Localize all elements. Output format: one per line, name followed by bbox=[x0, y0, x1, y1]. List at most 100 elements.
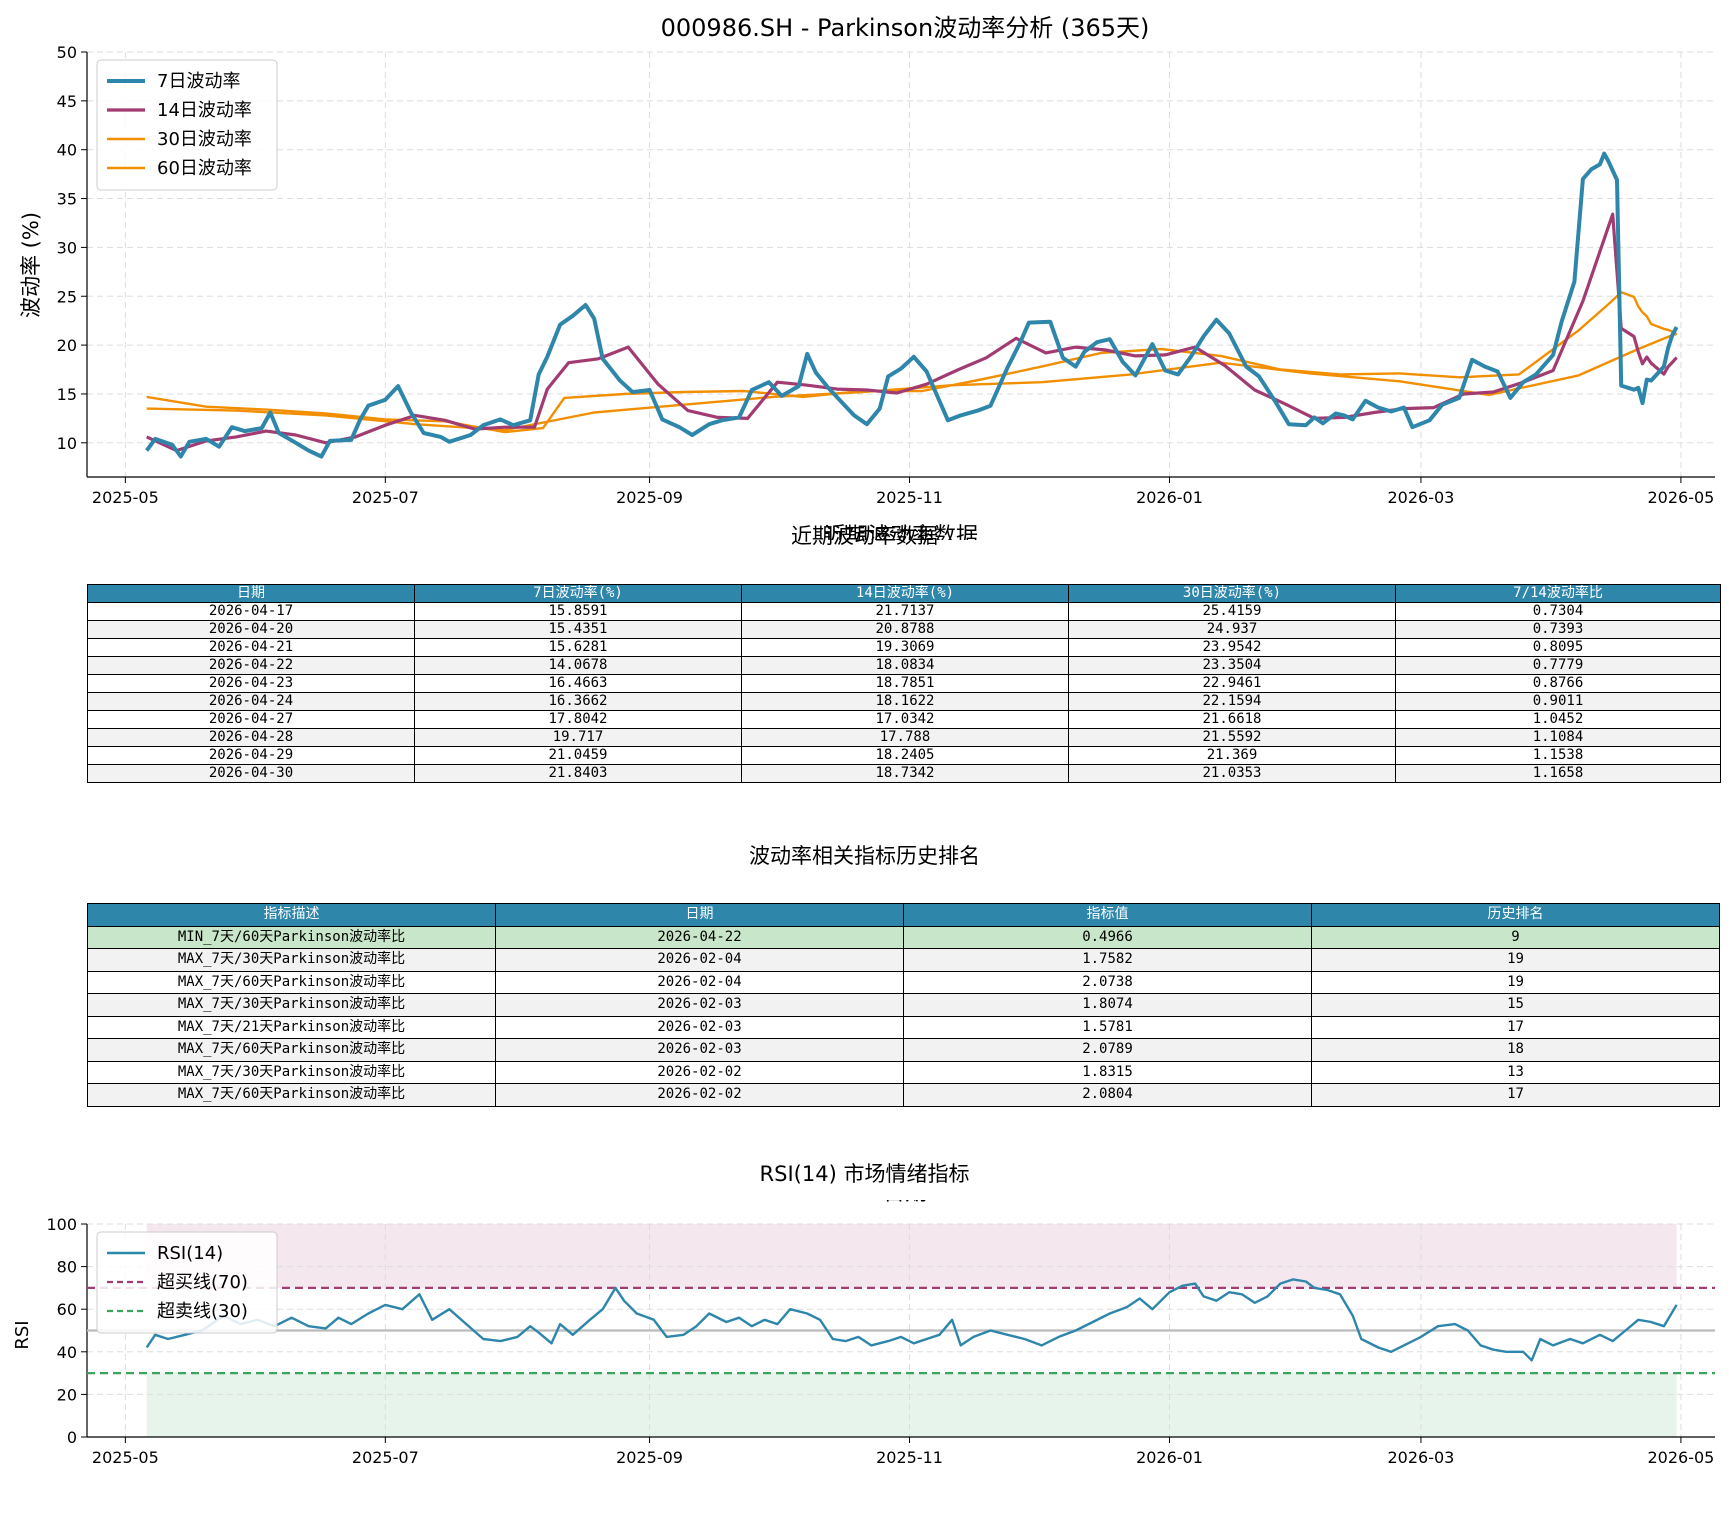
table-cell: 2026-04-30 bbox=[87, 764, 415, 783]
rsi-y-axis-label: RSI bbox=[12, 1320, 33, 1349]
table-cell: 19.3069 bbox=[741, 638, 1069, 657]
x-tick-label: 2025-11 bbox=[876, 488, 943, 507]
table-cell: 2026-04-17 bbox=[87, 602, 415, 621]
table-cell: 25.4159 bbox=[1068, 602, 1396, 621]
table-cell: 2026-04-29 bbox=[87, 746, 415, 765]
legend-label: 7日波动率 bbox=[157, 71, 240, 92]
table-row: 2026-04-21 15.6281 19.3069 23.9542 0.8095 bbox=[87, 638, 1721, 657]
volatility-x-axis-label: 近期波动率数据 bbox=[824, 524, 978, 540]
table-cell: 2026-04-22 bbox=[87, 656, 415, 675]
table-cell: 17.0342 bbox=[741, 710, 1069, 729]
table-cell: MAX_7天/30天Parkinson波动率比 bbox=[87, 948, 496, 972]
table-row: 2026-04-23 16.4663 18.7851 22.9461 0.8766 bbox=[87, 674, 1721, 693]
table-cell: 18.7851 bbox=[741, 674, 1069, 693]
table-cell: 2026-02-02 bbox=[495, 1060, 904, 1084]
y-tick-label: 100 bbox=[46, 1215, 77, 1234]
y-tick-label: 25 bbox=[57, 287, 77, 306]
column-header: 30日波动率(%) bbox=[1068, 584, 1396, 603]
table-cell: 21.8403 bbox=[414, 764, 742, 783]
table-cell: 18.2405 bbox=[741, 746, 1069, 765]
volatility-y-axis-label: 波动率 (%) bbox=[19, 212, 43, 318]
x-tick-label: 2025-09 bbox=[616, 488, 683, 507]
table-cell: 1.5781 bbox=[903, 1015, 1312, 1039]
y-tick-label: 50 bbox=[57, 43, 77, 62]
table-row: 2026-04-17 15.8591 21.7137 25.4159 0.7304 bbox=[87, 602, 1721, 621]
table-cell: 17 bbox=[1311, 1015, 1720, 1039]
column-header: 指标值 bbox=[903, 903, 1312, 927]
x-tick-label: 2026-03 bbox=[1388, 488, 1455, 507]
y-tick-label: 60 bbox=[57, 1300, 77, 1319]
table-cell: 22.1594 bbox=[1068, 692, 1396, 711]
legend-label: 超买线(70) bbox=[157, 1272, 248, 1293]
table-cell: 0.7304 bbox=[1395, 602, 1721, 621]
ranking-caption: 波动率相关指标历史排名 bbox=[749, 844, 980, 868]
table-cell: 24.937 bbox=[1068, 620, 1396, 639]
y-tick-label: 40 bbox=[57, 141, 77, 160]
table-cell: 0.4966 bbox=[903, 925, 1312, 949]
table-row: 2026-04-29 21.0459 18.2405 21.369 1.1538 bbox=[87, 746, 1721, 765]
table-cell: 2.0789 bbox=[903, 1038, 1312, 1062]
table-cell: 1.0452 bbox=[1395, 710, 1721, 729]
series-line-60d bbox=[146, 332, 1678, 432]
rsi-zones bbox=[146, 1224, 1677, 1437]
rsi-chart: 2025-05 2025-07 2025-09 2025-11 2026-01 2026-… bbox=[12, 1200, 1715, 1467]
column-header: 日期 bbox=[87, 584, 415, 603]
table-cell: MAX_7天/30天Parkinson波动率比 bbox=[87, 1060, 496, 1084]
table-cell: 2026-02-03 bbox=[495, 1038, 904, 1062]
table-row: MAX_7天/60天Parkinson波动率比 2026-02-02 2.0804 1… bbox=[87, 1083, 1720, 1107]
table-row: 2026-04-27 17.8042 17.0342 21.6618 1.0452 bbox=[87, 710, 1721, 729]
table-cell: 17 bbox=[1311, 1083, 1720, 1107]
table-cell: 22.9461 bbox=[1068, 674, 1396, 693]
y-tick-label: 20 bbox=[57, 336, 77, 355]
table-cell: 2026-02-03 bbox=[495, 1015, 904, 1039]
column-header: 历史排名 bbox=[1311, 903, 1720, 927]
table-cell: 23.9542 bbox=[1068, 638, 1396, 657]
table-cell: 21.7137 bbox=[741, 602, 1069, 621]
table-cell: 21.0459 bbox=[414, 746, 742, 765]
legend-label: RSI(14) bbox=[157, 1243, 223, 1264]
rsi-line bbox=[145, 1278, 1678, 1362]
table-cell: 18.7342 bbox=[741, 764, 1069, 783]
table-cell: 2026-04-28 bbox=[87, 728, 415, 747]
table-cell: 2026-04-24 bbox=[87, 692, 415, 711]
table-cell: 2026-02-04 bbox=[495, 948, 904, 972]
oversold-zone bbox=[146, 1373, 1677, 1437]
column-header: 7日波动率(%) bbox=[414, 584, 742, 603]
table-cell: 23.3504 bbox=[1068, 656, 1396, 675]
volatility-ranking-table: 指标描述 日期 指标值 历史排名 MIN_7天/60天Parkinson波动率比 202… bbox=[87, 903, 1720, 1107]
recent-volatility-table: 日期 7日波动率(%) 14日波动率(%) 30日波动率(%) 7/14波动率比 202… bbox=[87, 584, 1721, 783]
table-cell: MAX_7天/60天Parkinson波动率比 bbox=[87, 1083, 496, 1107]
y-tick-label: 35 bbox=[57, 190, 77, 209]
table-cell: 2026-04-20 bbox=[87, 620, 415, 639]
rsi-x-axis-label: 日期 bbox=[883, 1200, 927, 1206]
y-tick-label: 30 bbox=[57, 238, 77, 257]
table-row: 2026-04-22 14.0678 18.0834 23.3504 0.7779 bbox=[87, 656, 1721, 675]
legend-label: 60日波动率 bbox=[157, 158, 252, 179]
table-cell: MAX_7天/21天Parkinson波动率比 bbox=[87, 1015, 496, 1039]
table-cell: 2026-04-21 bbox=[87, 638, 415, 657]
rsi-series bbox=[87, 1278, 1715, 1375]
table-cell: 21.5592 bbox=[1068, 728, 1396, 747]
table-cell: 18.1622 bbox=[741, 692, 1069, 711]
volatility-grid bbox=[87, 51, 1715, 477]
y-tick-label: 45 bbox=[57, 92, 77, 111]
table-cell: 13 bbox=[1311, 1060, 1720, 1084]
x-tick-label: 2025-07 bbox=[352, 488, 419, 507]
series-line-14d bbox=[146, 212, 1678, 453]
table-cell: MIN_7天/60天Parkinson波动率比 bbox=[87, 925, 496, 949]
table-cell: 14.0678 bbox=[414, 656, 742, 675]
table-cell: 16.3662 bbox=[414, 692, 742, 711]
table-cell: 15.4351 bbox=[414, 620, 742, 639]
series-line-30d bbox=[146, 291, 1678, 434]
table-cell: 15 bbox=[1311, 993, 1720, 1017]
legend-box bbox=[96, 1231, 278, 1334]
x-tick-label: 2026-05 bbox=[1647, 1448, 1714, 1467]
legend-label: 超卖线(30) bbox=[157, 1301, 248, 1322]
table-row: 2026-04-28 19.717 17.788 21.5592 1.1084 bbox=[87, 728, 1721, 747]
table-cell: 15.6281 bbox=[414, 638, 742, 657]
x-tick-label: 2026-01 bbox=[1136, 1448, 1203, 1467]
table-cell: 2026-02-02 bbox=[495, 1083, 904, 1107]
table-cell: 15.8591 bbox=[414, 602, 742, 621]
y-tick-label: 0 bbox=[67, 1428, 77, 1447]
table-row: 2026-04-24 16.3662 18.1622 22.1594 0.9011 bbox=[87, 692, 1721, 711]
